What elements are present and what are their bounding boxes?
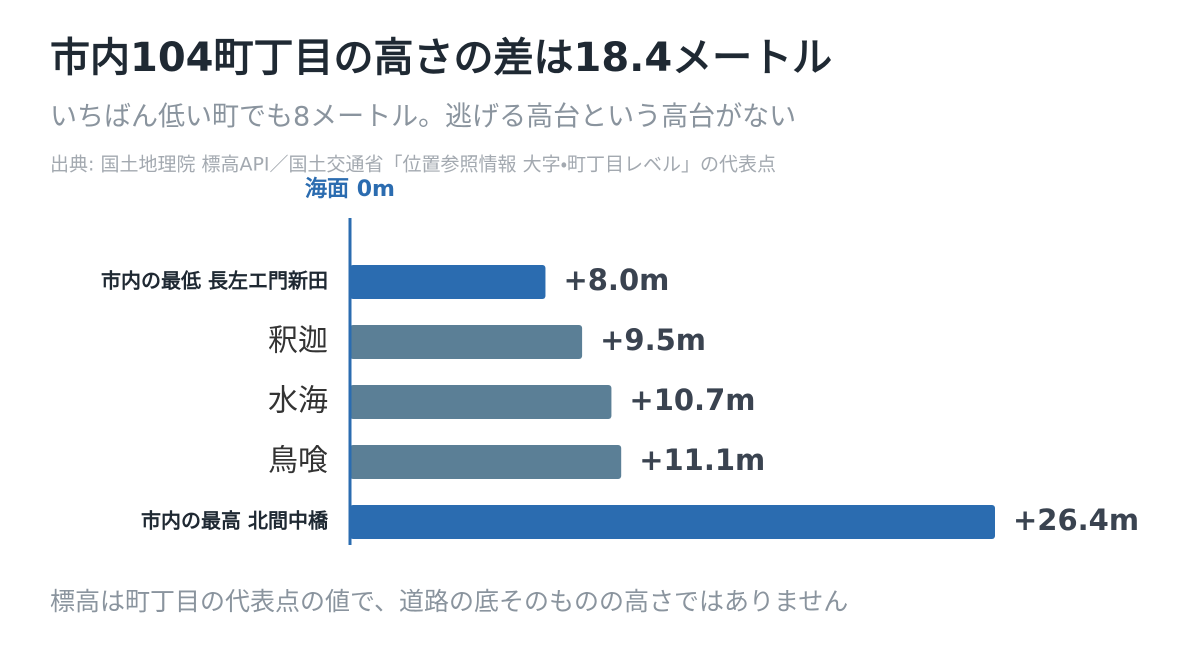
category-label: 水海 [268, 384, 328, 419]
footnote: 標高は町丁目の代表点の値で、道路の底そのものの高さではありません [50, 587, 848, 616]
value-label: +11.1m [639, 443, 765, 477]
bar [350, 265, 546, 299]
category-label: 鳥喰 [268, 444, 328, 479]
value-label: +10.7m [629, 383, 755, 417]
category-label: 市内の最高 北間中橋 [141, 509, 329, 533]
bar [350, 385, 612, 419]
value-label: +8.0m [563, 263, 669, 297]
chart-title: 市内104町丁目の高さの差は18.4メートル [50, 35, 832, 81]
category-label: 釈迦 [268, 324, 328, 359]
baseline-label: 海面 0m [305, 176, 395, 202]
value-label: +26.4m [1013, 503, 1139, 537]
chart-source: 出典: 国土地理院 標高API／国土交通省「位置参照情報 大字・町丁目レベル」の… [50, 154, 776, 176]
value-label: +9.5m [600, 323, 706, 357]
bar [350, 325, 583, 359]
chart-subtitle: いちばん低い町でも8メートル。逃げる高台という高台がない [50, 102, 796, 133]
category-label: 市内の最低 長左エ門新田 [101, 269, 328, 293]
bar [350, 445, 622, 479]
bar [350, 505, 995, 539]
